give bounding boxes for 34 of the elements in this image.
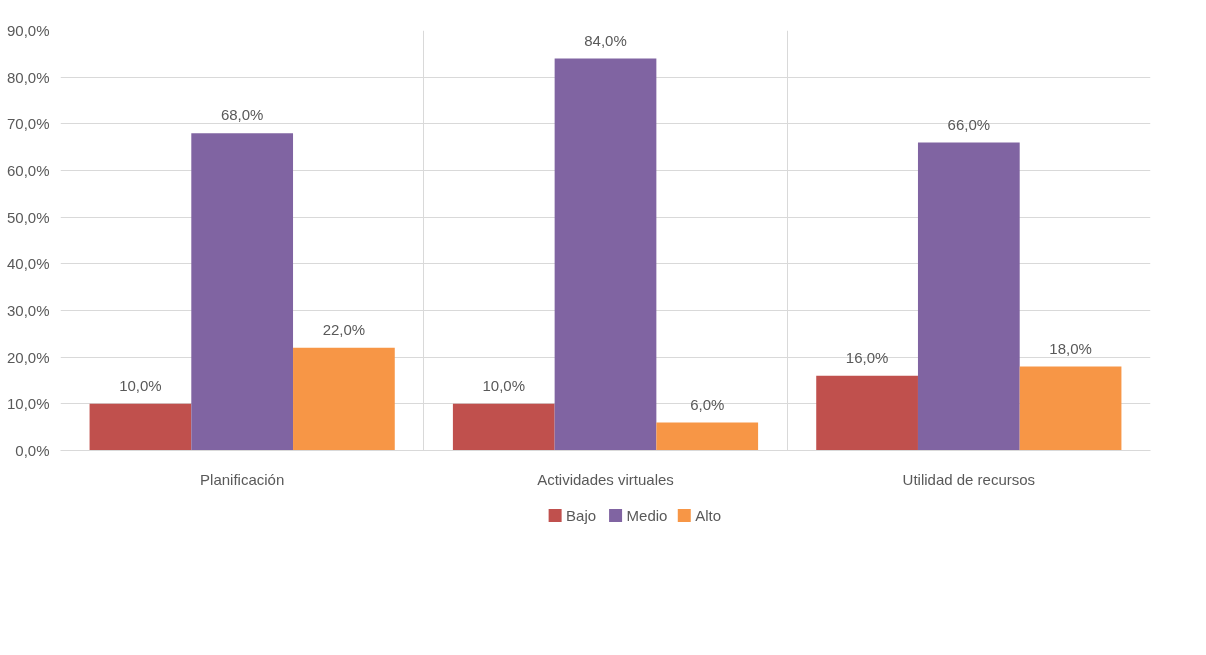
y-tick-label: 90,0% xyxy=(6,22,50,39)
bar xyxy=(554,58,657,451)
data-label: 68,0% xyxy=(220,106,264,124)
data-label: 84,0% xyxy=(584,31,627,49)
bar xyxy=(89,403,192,451)
bar xyxy=(917,142,1020,451)
data-label: 22,0% xyxy=(322,320,366,338)
data-label: 18,0% xyxy=(1049,339,1092,357)
data-label: 10,0% xyxy=(482,376,526,394)
bar xyxy=(656,422,759,451)
y-tick-label: 0,0% xyxy=(15,442,50,459)
x-tick-label: Actividades virtuales xyxy=(537,470,674,488)
bar xyxy=(816,375,918,451)
legend-label: Bajo xyxy=(566,507,597,524)
bar xyxy=(191,133,294,451)
bar xyxy=(293,347,395,451)
y-tick-label: 80,0% xyxy=(6,68,50,86)
y-tick-label: 10,0% xyxy=(6,395,50,413)
bar xyxy=(452,403,555,451)
y-tick-label: 60,0% xyxy=(6,162,50,179)
y-tick-label: 50,0% xyxy=(6,208,50,226)
legend-label: Alto xyxy=(695,507,722,524)
y-tick-label: 70,0% xyxy=(6,115,50,133)
data-label: 10,0% xyxy=(119,376,162,394)
data-label: 66,0% xyxy=(947,115,991,133)
y-tick-label: 30,0% xyxy=(6,302,50,319)
data-label: 16,0% xyxy=(845,348,889,366)
y-tick-label: 40,0% xyxy=(6,255,50,273)
y-tick-label: 20,0% xyxy=(6,348,50,366)
legend-label: Medio xyxy=(626,507,668,524)
data-label: 6,0% xyxy=(690,395,725,413)
x-tick-label: Planificación xyxy=(200,470,285,488)
x-tick-label: Utilidad de recursos xyxy=(902,470,1036,488)
bar xyxy=(1019,366,1122,451)
